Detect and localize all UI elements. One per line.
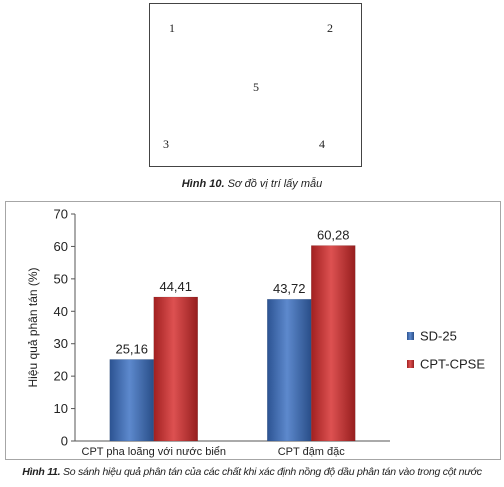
data-label: 44,41 (159, 279, 192, 294)
figure-11-text: So sánh hiệu quả phân tán của các chất k… (60, 466, 482, 478)
figure-11-label: Hình 11. (22, 466, 61, 478)
y-tick-label: 70 (54, 207, 68, 222)
sampling-point-2: 2 (327, 21, 333, 35)
bar (153, 296, 198, 442)
y-tick-label: 20 (54, 369, 68, 384)
y-tick-label: 50 (54, 271, 68, 286)
y-tick-label: 0 (61, 434, 68, 449)
data-label: 60,28 (317, 228, 350, 243)
sampling-point-1: 1 (169, 21, 175, 35)
y-tick-label: 30 (54, 336, 68, 351)
figure-10-label: Hình 10. (181, 178, 225, 190)
bar (109, 359, 154, 442)
legend-swatch (407, 360, 414, 368)
legend-label: CPT-CPSE (420, 357, 485, 372)
sampling-point-3: 3 (163, 137, 169, 151)
figure-10-caption: Hình 10. Sơ đồ vị trí lấy mẫu (0, 178, 504, 190)
y-tick-label: 60 (54, 239, 68, 254)
y-tick-label: 40 (54, 304, 68, 319)
sampling-diagram: 1 2 5 3 4 (149, 3, 362, 167)
bar (311, 245, 356, 442)
y-axis-title: Hiệu quả phân tán (%) (26, 267, 40, 387)
figure-10-text: Sơ đồ vị trí lấy mẫu (224, 178, 323, 190)
bar (267, 298, 312, 442)
legend-swatch (407, 332, 414, 340)
sampling-point-4: 4 (319, 137, 325, 151)
sampling-point-5: 5 (253, 80, 259, 94)
chart-frame (5, 201, 501, 460)
x-category-label: CPT pha loãng với nước biển (82, 446, 227, 458)
data-label: 43,72 (273, 281, 306, 296)
y-tick-label: 10 (54, 401, 68, 416)
legend-label: SD-25 (420, 329, 457, 344)
data-label: 25,16 (115, 341, 148, 356)
figure-11-caption: Hình 11. So sánh hiệu quả phân tán của c… (0, 466, 504, 478)
x-category-label: CPT đậm đặc (278, 446, 346, 458)
